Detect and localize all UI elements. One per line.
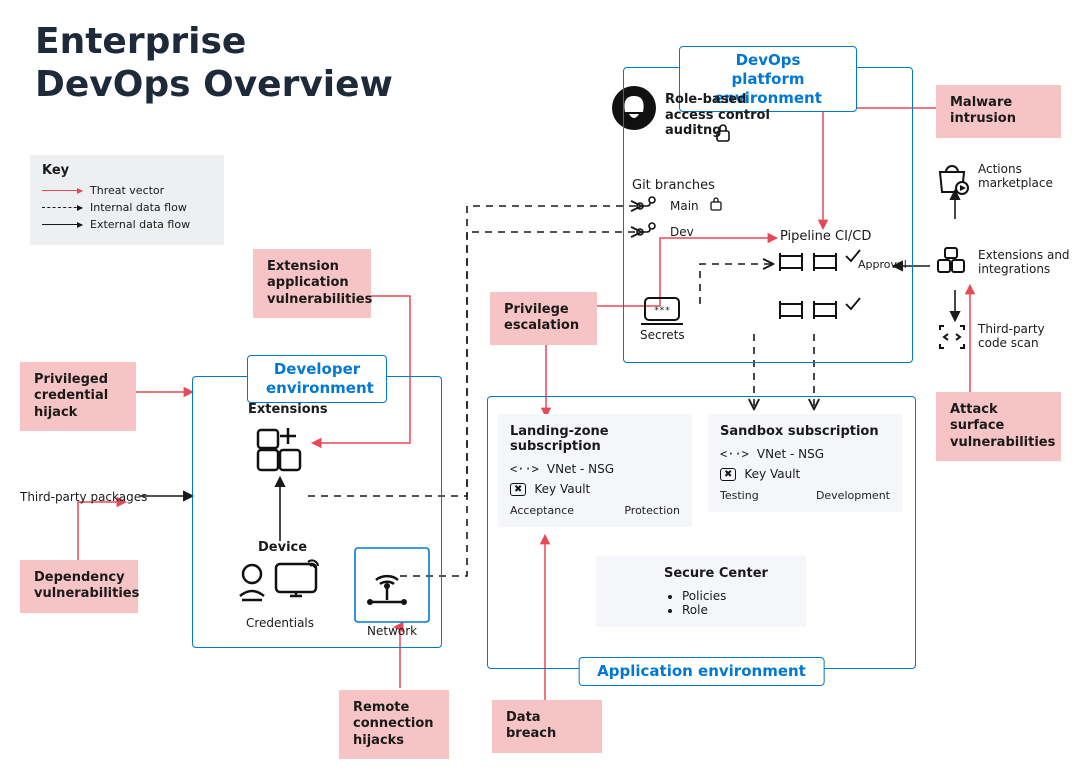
key-threat-label: Threat vector bbox=[90, 184, 164, 197]
network-label: Network bbox=[367, 624, 417, 638]
sandbox-vnet-label: VNet - NSG bbox=[757, 447, 824, 461]
credentials-label: Credentials bbox=[246, 616, 314, 630]
threat-remote-hijack: Remote connection hijacks bbox=[339, 690, 449, 759]
git-branches-label: Git branches bbox=[632, 178, 715, 193]
threat-attack-surface: Attack surface vulnerabilities bbox=[936, 392, 1061, 461]
key-internal-row: Internal data flow bbox=[42, 201, 212, 214]
role-item: Role bbox=[682, 603, 768, 617]
landing-vnet-label: VNet - NSG bbox=[547, 462, 614, 476]
threat-dep-vuln: Dependency vulnerabilities bbox=[20, 560, 138, 613]
page-title: Enterprise DevOps Overview bbox=[35, 20, 393, 106]
vnet-icon: <··> bbox=[510, 462, 539, 476]
testing-label: Testing bbox=[720, 489, 759, 502]
device-label: Device bbox=[258, 540, 307, 555]
landing-zone-panel: Landing-zone subscription <··> VNet - NSG… bbox=[498, 414, 692, 527]
acceptance-label: Acceptance bbox=[510, 504, 574, 517]
sandbox-kv-label: Key Vault bbox=[744, 467, 800, 481]
key-internal-label: Internal data flow bbox=[90, 201, 187, 214]
ext-integrations-label: Extensions and integrations bbox=[978, 248, 1070, 277]
policies-item: Policies bbox=[682, 589, 768, 603]
internal-line-icon bbox=[42, 207, 82, 208]
landing-kv-label: Key Vault bbox=[534, 482, 590, 496]
key-external-row: External data flow bbox=[42, 218, 212, 231]
dev-branch-label: Dev bbox=[670, 225, 694, 239]
development-label: Development bbox=[816, 489, 890, 502]
threat-priv-cred: Privileged credential hijack bbox=[20, 362, 136, 431]
secrets-label: Secrets bbox=[640, 328, 685, 342]
main-branch-label: Main bbox=[670, 199, 699, 213]
secure-center-panel: Secure Center Policies Role bbox=[596, 556, 806, 627]
sandbox-footer: Testing Development bbox=[720, 489, 890, 502]
legend-key: Key Threat vector Internal data flow Ext… bbox=[30, 155, 224, 245]
sandbox-kv-row: ✖ Key Vault bbox=[720, 467, 890, 481]
vnet-icon: <··> bbox=[720, 447, 749, 461]
pipeline-label: Pipeline CI/CD bbox=[780, 229, 871, 244]
landing-zone-title: Landing-zone subscription bbox=[510, 424, 680, 454]
threat-data-breach: Data breach bbox=[492, 700, 602, 753]
third-party-packages-label: Third-party packages bbox=[20, 490, 147, 504]
secure-center-title: Secure Center bbox=[664, 566, 768, 581]
title-line1: Enterprise bbox=[35, 21, 246, 62]
keyvault-icon: ✖ bbox=[720, 468, 736, 481]
external-line-icon bbox=[42, 224, 82, 225]
rbac-label: Role-based access control auditng bbox=[665, 92, 770, 139]
sandbox-title: Sandbox subscription bbox=[720, 424, 890, 439]
application-env-label: Application environment bbox=[578, 657, 825, 686]
extensions-label: Extensions bbox=[248, 402, 328, 417]
sandbox-vnet-row: <··> VNet - NSG bbox=[720, 447, 890, 461]
threat-malware: Malware intrusion bbox=[936, 85, 1061, 138]
key-title: Key bbox=[42, 163, 212, 178]
landing-footer: Acceptance Protection bbox=[510, 504, 680, 517]
threat-ext-vuln: Extension application vulnerabilities bbox=[253, 249, 371, 318]
protection-label: Protection bbox=[624, 504, 680, 517]
developer-env-label-text: Developer environment bbox=[266, 360, 374, 397]
developer-env-label: Developer environment bbox=[247, 355, 387, 403]
keyvault-icon: ✖ bbox=[510, 483, 526, 496]
threat-priv-esc: Privilege escalation bbox=[490, 292, 597, 345]
sandbox-panel: Sandbox subscription <··> VNet - NSG ✖ Key… bbox=[708, 414, 902, 512]
landing-kv-row: ✖ Key Vault bbox=[510, 482, 680, 496]
key-threat-row: Threat vector bbox=[42, 184, 212, 197]
approval-label: Approval bbox=[858, 258, 907, 271]
application-env-label-text: Application environment bbox=[597, 662, 806, 680]
landing-vnet-row: <··> VNet - NSG bbox=[510, 462, 680, 476]
code-scan-label: Third-party code scan bbox=[978, 322, 1045, 351]
key-external-label: External data flow bbox=[90, 218, 190, 231]
actions-marketplace-label: Actions marketplace bbox=[978, 162, 1053, 191]
title-line2: DevOps Overview bbox=[35, 64, 393, 105]
threat-line-icon bbox=[42, 190, 82, 191]
